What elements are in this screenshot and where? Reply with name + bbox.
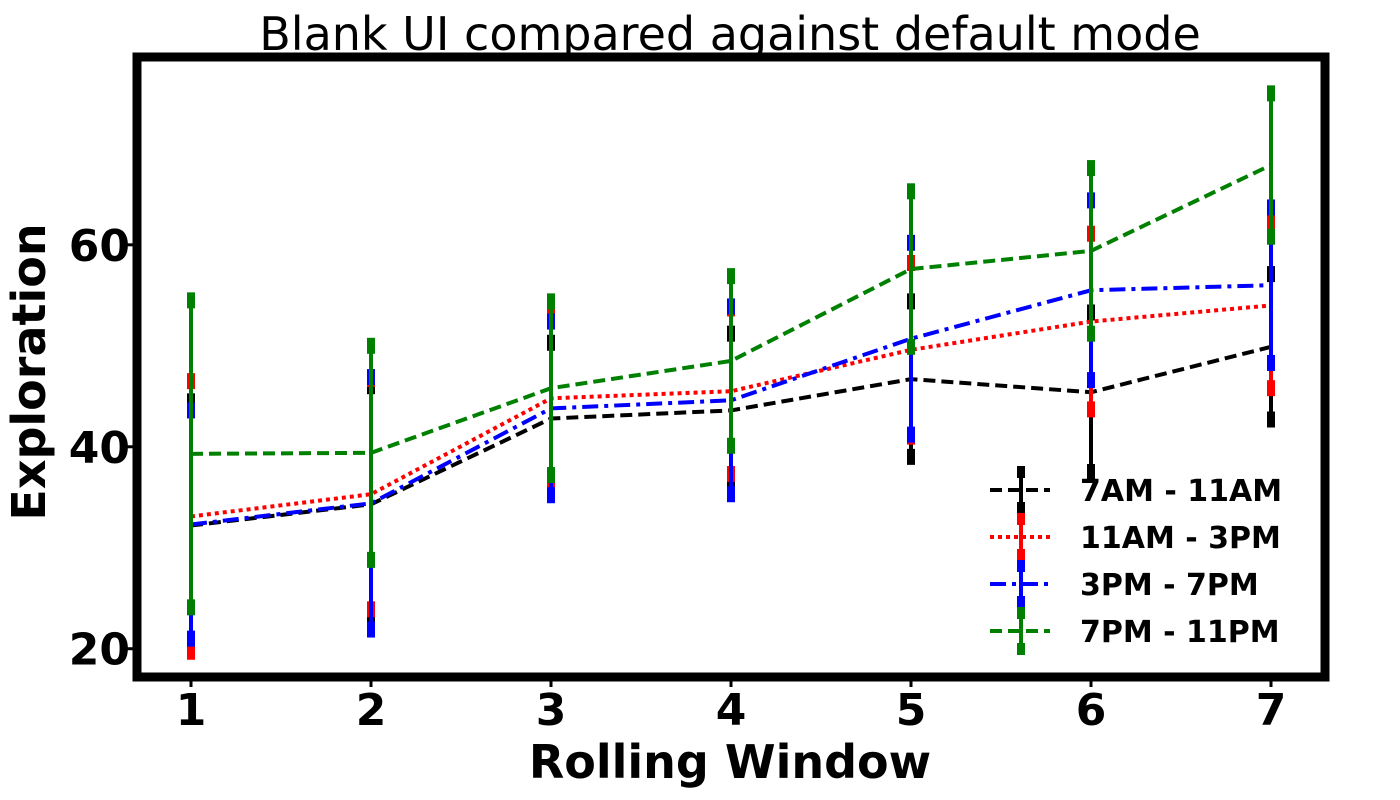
plot-area	[187, 85, 1275, 660]
legend-cap	[1017, 607, 1025, 619]
error-cap-bottom	[1267, 354, 1275, 371]
x-tick-label: 3	[536, 685, 567, 736]
error-cap-bottom	[1087, 372, 1095, 389]
error-cap-bottom	[907, 448, 915, 465]
legend-label: 3PM - 7PM	[1080, 568, 1259, 603]
x-axis: 1 2 3 4 5 6 7	[176, 677, 1287, 736]
error-cap-top	[367, 337, 375, 354]
x-tick-label: 1	[176, 685, 207, 736]
y-tick-label: 40	[69, 423, 130, 474]
error-cap-bottom	[1087, 464, 1095, 481]
legend-label: 11AM - 3PM	[1080, 521, 1281, 556]
x-tick-label: 5	[896, 685, 927, 736]
error-cap-top	[187, 292, 195, 309]
legend: 7AM - 11AM 11AM - 3PM 3PM - 7PM 7PM - 11PM	[990, 466, 1282, 655]
error-cap-bottom	[187, 643, 195, 660]
error-cap-bottom	[187, 599, 195, 616]
error-cap-top	[1267, 85, 1275, 102]
legend-cap	[1017, 643, 1025, 655]
chart-title: Blank UI compared against default mode	[259, 7, 1201, 61]
legend-label: 7AM - 11AM	[1080, 474, 1282, 509]
y-axis-label: Exploration	[2, 223, 56, 520]
legend-cap	[1017, 513, 1025, 525]
error-cap-bottom	[1087, 401, 1095, 418]
x-tick-label: 2	[356, 685, 387, 736]
x-tick-label: 4	[716, 685, 747, 736]
error-cap-bottom	[1267, 411, 1275, 428]
y-axis: 20 40 60	[69, 221, 137, 676]
error-cap-bottom	[547, 487, 555, 504]
error-cap-bottom	[547, 467, 555, 484]
error-cap-bottom	[1267, 380, 1275, 397]
legend-cap	[1017, 466, 1025, 478]
series-4	[187, 85, 1275, 616]
x-tick-label: 6	[1076, 685, 1107, 736]
x-tick-label: 7	[1256, 685, 1287, 736]
legend-cap	[1017, 502, 1025, 514]
legend-cap	[1017, 596, 1025, 608]
error-cap-top	[907, 183, 915, 200]
legend-cap	[1017, 560, 1025, 572]
error-cap-bottom	[367, 551, 375, 568]
error-cap-top	[547, 293, 555, 310]
error-cap-bottom	[1087, 325, 1095, 342]
y-tick-label: 20	[69, 625, 130, 676]
error-cap-bottom	[907, 426, 915, 443]
error-cap-bottom	[367, 621, 375, 638]
legend-label: 7PM - 11PM	[1080, 615, 1280, 650]
series-line	[190, 163, 1272, 456]
error-cap-bottom	[727, 437, 735, 454]
error-cap-bottom	[187, 630, 195, 647]
legend-cap	[1017, 549, 1025, 561]
error-cap-bottom	[727, 486, 735, 503]
x-axis-label: Rolling Window	[529, 735, 931, 789]
error-cap-top	[727, 268, 735, 285]
error-cap-bottom	[1267, 228, 1275, 245]
error-cap-top	[1087, 160, 1095, 177]
error-cap-bottom	[907, 338, 915, 355]
y-tick-label: 60	[69, 221, 130, 272]
